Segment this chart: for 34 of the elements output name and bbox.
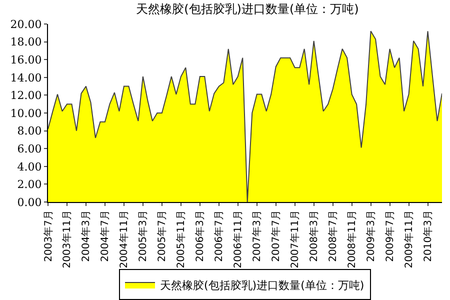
y-tick-label: 4.00 bbox=[17, 160, 42, 174]
x-tick-label: 2007年7月 bbox=[270, 210, 282, 262]
x-tick-label: 2005年3月 bbox=[137, 210, 150, 262]
x-tick-label: 2004年7月 bbox=[99, 210, 112, 262]
legend-label: 天然橡胶(包括胶乳)进口数量(单位：万吨) bbox=[160, 278, 364, 292]
x-tick-label: 2007年11月 bbox=[289, 210, 302, 268]
y-tick-label: 10.00 bbox=[10, 106, 42, 120]
x-tick-label: 2010年3月 bbox=[422, 210, 434, 262]
y-tick-label: 6.00 bbox=[17, 142, 42, 156]
y-tick-label: 0.00 bbox=[17, 196, 42, 209]
y-tick-label: 16.00 bbox=[10, 53, 42, 66]
y-tick-label: 18.00 bbox=[10, 36, 42, 49]
x-tick-label: 2008年3月 bbox=[308, 210, 320, 262]
y-tick-label: 2.00 bbox=[17, 178, 42, 192]
y-tick-label: 8.00 bbox=[17, 124, 42, 138]
x-tick-label: 2009年7月 bbox=[384, 210, 396, 262]
x-tick-label: 2008年7月 bbox=[327, 210, 340, 262]
y-tick-label: 12.00 bbox=[10, 89, 42, 102]
x-tick-label: 2005年7月 bbox=[156, 210, 168, 262]
x-tick-label: 2006年7月 bbox=[213, 210, 226, 262]
x-tick-label: 2009年11月 bbox=[403, 210, 416, 268]
y-tick-label: 20.00 bbox=[10, 18, 42, 31]
x-tick-label: 2003年7月 bbox=[42, 210, 54, 262]
x-tick-label: 2006年11月 bbox=[232, 210, 244, 268]
x-tick-label: 2004年3月 bbox=[80, 210, 92, 262]
x-tick-label: 2004年11月 bbox=[118, 210, 130, 268]
x-tick-label: 2006年3月 bbox=[194, 210, 206, 262]
x-tick-label: 2009年3月 bbox=[365, 210, 378, 262]
x-tick-label: 2003年11月 bbox=[61, 210, 74, 268]
chart-title: 天然橡胶(包括胶乳)进口数量(单位：万吨) bbox=[136, 2, 359, 16]
x-tick-label: 2008年11月 bbox=[346, 210, 358, 268]
x-tick-label: 2007年3月 bbox=[251, 210, 264, 262]
y-tick-label: 14.00 bbox=[10, 71, 42, 84]
x-tick-label: 2005年11月 bbox=[175, 210, 188, 268]
